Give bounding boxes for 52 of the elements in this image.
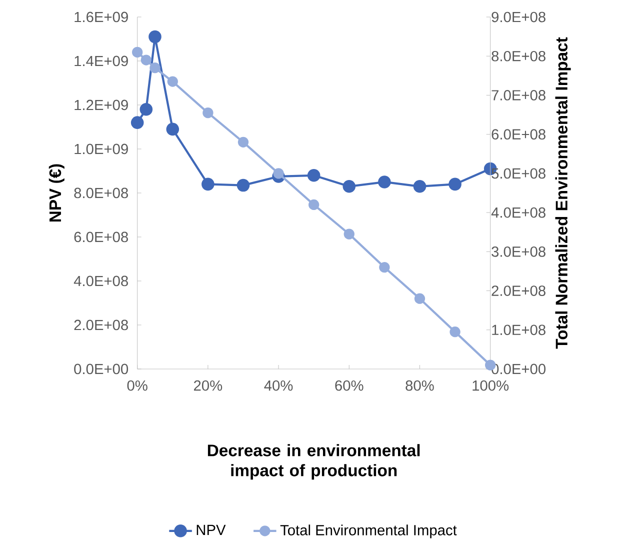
point [202, 107, 214, 118]
y-tick-label: 0.0E+00 [74, 364, 128, 374]
point [167, 76, 178, 87]
point [273, 168, 284, 179]
y-tick-label: 1.6E+09 [74, 12, 128, 22]
y-axis-title: NPV (€) [48, 164, 64, 222]
y-tick-label: 6.0E+08 [74, 232, 128, 242]
x-tick-label: 80% [406, 380, 434, 391]
point [378, 176, 391, 188]
y2-tick-label: 8.0E+08 [492, 50, 546, 62]
point [130, 116, 144, 129]
y-tick-label: 2.0E+08 [74, 320, 128, 330]
y2-tick-label: 5.0E+08 [492, 168, 546, 179]
x-tick-label: 20% [194, 380, 222, 391]
point [150, 62, 160, 74]
y2-tick-label: 3.0E+08 [492, 246, 546, 257]
y-tick-label: 4.0E+08 [74, 276, 128, 286]
y2-tick-label: 1.0E+08 [492, 324, 546, 336]
point [132, 46, 143, 58]
x-tick-label: 40% [264, 380, 293, 391]
point [307, 168, 320, 182]
y2-tick-label: 9.0E+08 [492, 12, 546, 22]
point [450, 326, 460, 338]
point [414, 293, 426, 304]
x-tick-label: 100% [472, 380, 509, 391]
y-tick-label: 1.4E+09 [74, 56, 128, 66]
point [238, 136, 249, 148]
point [308, 199, 320, 210]
point [148, 30, 162, 44]
legend-label: NPV [196, 524, 226, 535]
point [236, 178, 250, 192]
y2-tick-label: 2.0E+08 [492, 286, 546, 296]
y2-axis-title: Total Normalized Environmental Impact [555, 37, 571, 349]
y-tick-label: 1.0E+09 [74, 144, 128, 154]
y-tick-label: 8.0E+08 [74, 188, 128, 198]
x-axis-title: Decrease in environmental impact of production [208, 444, 420, 480]
point [140, 54, 152, 66]
point [448, 178, 462, 191]
point [202, 178, 214, 191]
point [379, 262, 390, 273]
y2-tick-label: 7.0E+08 [492, 90, 546, 100]
x-tick-label: 0% [127, 380, 148, 391]
point [140, 102, 153, 116]
legend-label: Total Environmental Impact [280, 524, 457, 538]
y2-tick-label: 4.0E+08 [491, 207, 546, 218]
point [413, 180, 426, 193]
y-tick-label: 1.2E+09 [74, 100, 128, 110]
point [166, 122, 180, 136]
point [344, 228, 354, 240]
x-tick-label: 60% [335, 380, 364, 391]
point [342, 180, 356, 193]
y2-tick-label: 6.0E+08 [492, 129, 546, 140]
